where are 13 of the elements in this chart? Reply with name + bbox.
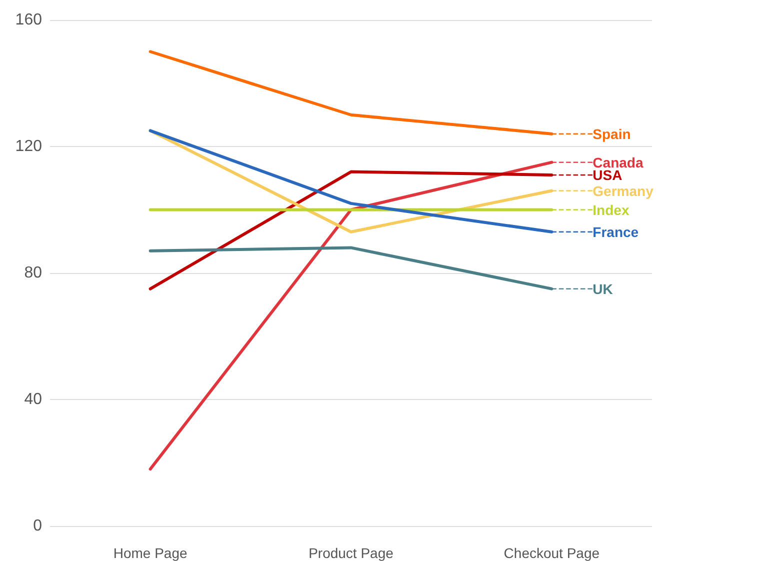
x-tick-label: Product Page <box>308 545 394 561</box>
legend-label: Index <box>592 202 630 218</box>
legend-label: Spain <box>592 126 631 142</box>
x-tick-label: Checkout Page <box>504 545 600 561</box>
y-tick-label: 80 <box>24 264 42 282</box>
legend-label: France <box>592 224 639 240</box>
y-tick-label: 120 <box>15 138 42 155</box>
legend-label: Germany <box>592 182 654 199</box>
y-tick-label: 0 <box>33 518 42 534</box>
y-tick-label: 160 <box>15 12 42 28</box>
x-tick-label: Home Page <box>113 545 188 561</box>
y-tick-label: 40 <box>24 391 42 408</box>
legend-label: UK <box>592 280 613 297</box>
